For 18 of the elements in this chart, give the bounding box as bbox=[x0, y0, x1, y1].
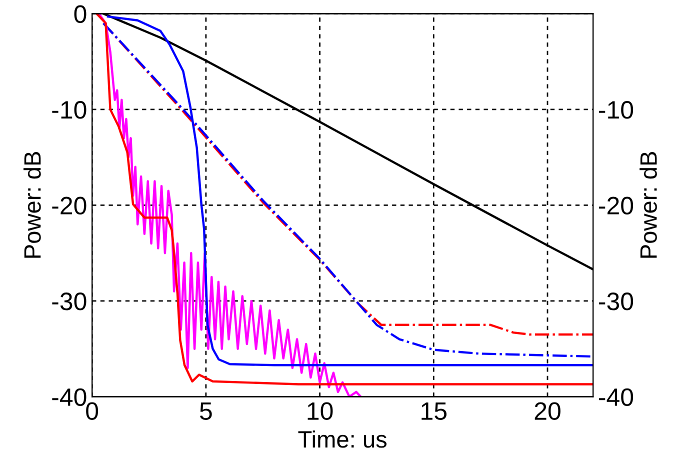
y2-axis-title: Power: dB bbox=[640, 152, 657, 258]
y-tick-label: -30 bbox=[52, 292, 86, 310]
y-tick-label: -10 bbox=[52, 101, 86, 119]
x-tick-label: 5 bbox=[200, 402, 212, 420]
x-tick-label: 20 bbox=[534, 402, 560, 420]
y-axis-title: Power: dB bbox=[24, 152, 41, 258]
y-tick-label: 0 bbox=[74, 5, 86, 23]
x-tick-label: 15 bbox=[422, 402, 447, 420]
x-tick-label: 10 bbox=[308, 402, 333, 420]
y2-tick-label: -20 bbox=[599, 196, 634, 215]
y2-tick-label: -10 bbox=[599, 101, 634, 119]
x-tick-label: 0 bbox=[86, 402, 98, 420]
line-series bbox=[98, 14, 362, 397]
y-tick-label: -40 bbox=[52, 388, 86, 406]
y2-tick-label: -30 bbox=[599, 292, 634, 310]
x-axis-title: Time: us bbox=[298, 430, 387, 448]
y2-tick-label: -40 bbox=[599, 388, 634, 406]
y-tick-label: -20 bbox=[52, 196, 86, 215]
